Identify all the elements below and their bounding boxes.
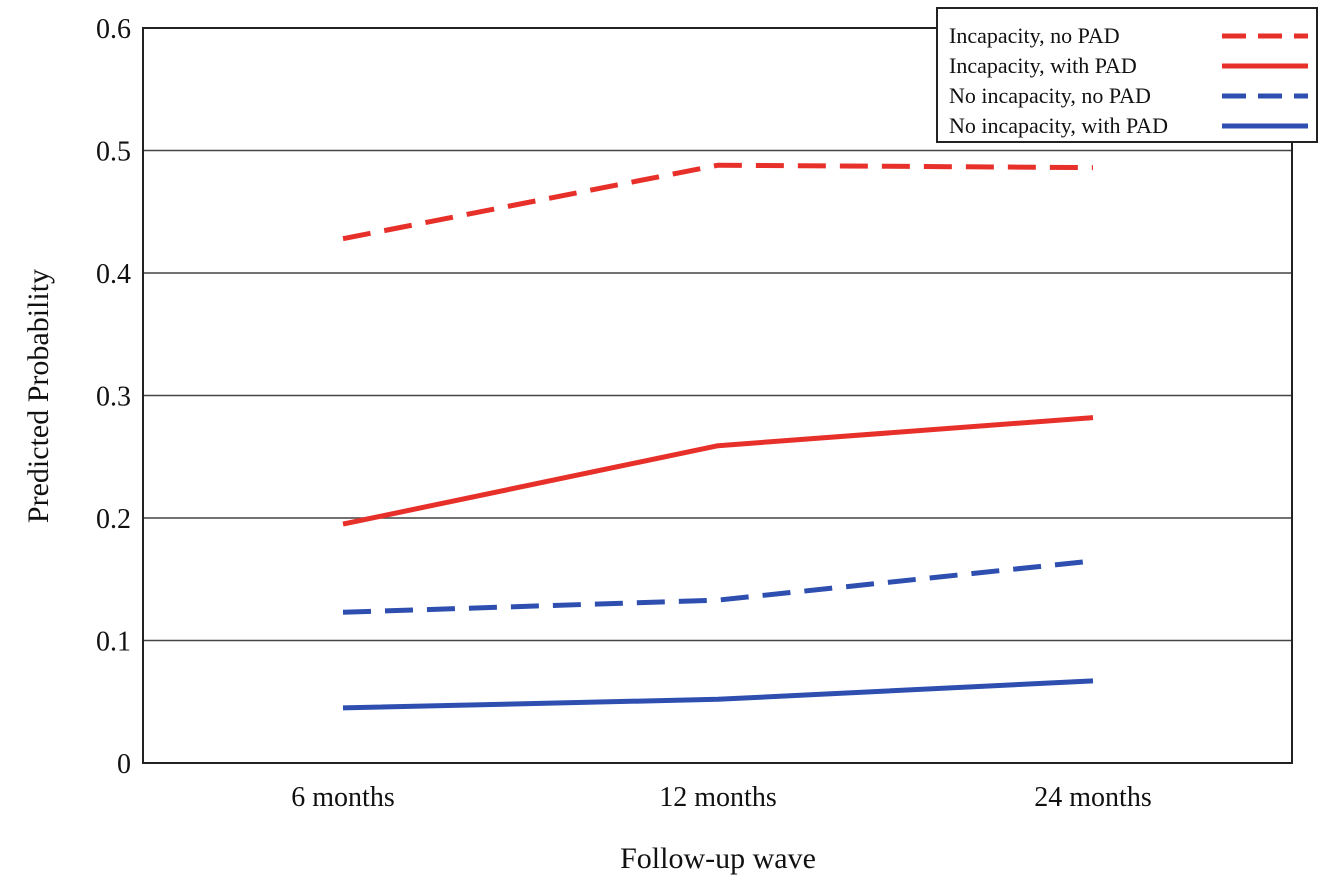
y-tick-label: 0.3 <box>96 382 131 413</box>
legend-label: Incapacity, no PAD <box>949 23 1120 48</box>
y-tick-label: 0.5 <box>96 137 131 168</box>
gridlines <box>143 149 1292 642</box>
plot-area <box>142 27 1293 764</box>
series-line-4 <box>342 678 1094 711</box>
series-lines <box>342 162 1094 711</box>
x-axis-ticks: 6 months 12 months 24 months <box>291 782 1151 813</box>
legend-label: No incapacity, no PAD <box>949 83 1151 108</box>
x-tick-label: 6 months <box>291 782 394 813</box>
y-tick-label: 0.4 <box>96 259 131 290</box>
legend-box <box>936 7 1318 143</box>
x-axis-label: Follow-up wave <box>620 842 816 875</box>
y-axis-label: Predicted Probability <box>22 269 55 523</box>
legend: Incapacity, no PAD Incapacity, with PAD No… <box>936 7 1318 143</box>
legend-label: No incapacity, with PAD <box>949 113 1168 138</box>
y-tick-label: 0.2 <box>96 504 131 535</box>
x-tick-label: 24 months <box>1034 782 1151 813</box>
legend-label: Incapacity, with PAD <box>949 53 1137 78</box>
y-tick-label: 0.1 <box>96 627 131 658</box>
series-line-2 <box>342 415 1094 527</box>
series-line-3 <box>342 558 1094 615</box>
y-axis-ticks: 0 0.1 0.2 0.3 0.4 0.5 0.6 <box>96 14 131 780</box>
series-line-1 <box>342 162 1094 242</box>
y-tick-label: 0.6 <box>96 14 131 45</box>
x-tick-label: 12 months <box>659 782 776 813</box>
y-tick-label: 0 <box>117 749 131 780</box>
